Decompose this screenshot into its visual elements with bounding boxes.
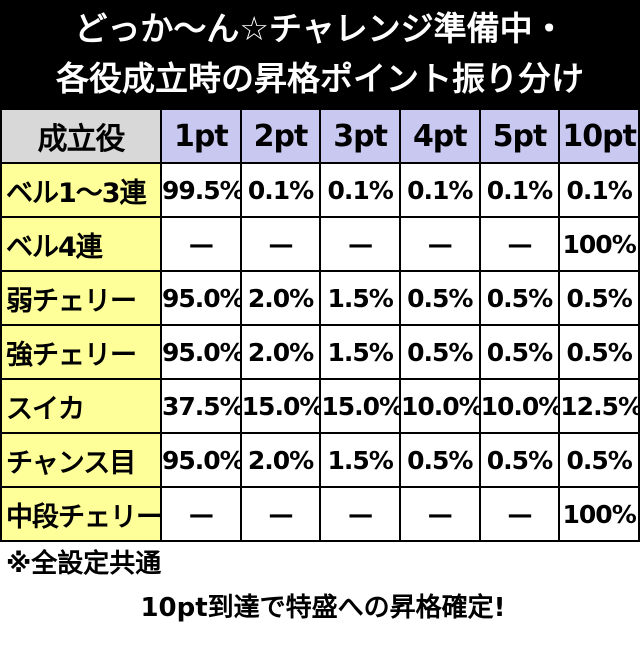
rate-cell: 0.1% [398,162,481,218]
rate-cell: 95.0% [160,432,242,488]
rate-cell: — [239,486,322,542]
rate-cell: 0.1% [239,162,322,218]
role-name: 弱チェリー [0,270,162,326]
rate-cell: 15.0% [319,378,401,434]
rate-cell: 12.5% [558,378,640,434]
rate-cell: 1.5% [319,270,401,326]
rate-cell: 2.0% [239,270,322,326]
rate-cell: — [398,486,481,542]
table-row: 強チェリー 95.0% 2.0% 1.5% 0.5% 0.5% 0.5% [0,324,640,380]
table-row: 弱チェリー 95.0% 2.0% 1.5% 0.5% 0.5% 0.5% [0,270,640,326]
column-header: 3pt [319,108,401,164]
rate-cell: 1.5% [319,324,401,380]
column-header: 1pt [160,108,242,164]
rate-cell: 0.1% [558,162,640,218]
header-row: 成立役 1pt 2pt 3pt 4pt 5pt 10pt [0,108,640,164]
rate-cell: — [319,216,401,272]
title-banner: どっか〜ん☆チャレンジ準備中・ 各役成立時の昇格ポイント振り分け [0,0,640,108]
rate-cell: 10.0% [398,378,481,434]
rate-cell: 99.5% [160,162,242,218]
role-name: スイカ [0,378,162,434]
rate-cell: 95.0% [160,270,242,326]
rate-cell: 0.5% [558,432,640,488]
role-name: チャンス目 [0,432,162,488]
rate-cell: 0.1% [478,162,561,218]
note: ※全設定共通 [6,549,162,579]
rate-cell: 0.1% [319,162,401,218]
rate-cell: 0.5% [478,270,561,326]
rate-cell: — [478,486,561,542]
rate-cell: 0.5% [558,270,640,326]
rate-cell: 0.5% [478,432,561,488]
distribution-table: 成立役 1pt 2pt 3pt 4pt 5pt 10pt ベル1〜3連 99.5% 0.1% 0.… [0,108,640,542]
table-row: チャンス目 95.0% 2.0% 1.5% 0.5% 0.5% 0.5% [0,432,640,488]
rate-cell: — [239,216,322,272]
rate-cell: 100% [558,486,640,542]
title-line: 各役成立時の昇格ポイント振り分け [56,59,584,98]
rate-cell: 15.0% [239,378,322,434]
title-line: どっか〜ん☆チャレンジ準備中・ [74,9,566,48]
rate-cell: — [160,486,242,542]
table-row: 中段チェリー — — — — —100% [0,486,640,542]
note: 10pt到達で特盛への昇格確定! [140,593,506,623]
rate-cell: 95.0% [160,324,242,380]
rate-cell: — [478,216,561,272]
column-header: 5pt [478,108,561,164]
column-header: 4pt [398,108,481,164]
rate-cell: 0.5% [398,324,481,380]
table-row: スイカ 37.5% 15.0% 15.0% 10.0% 10.0% 12.5% [0,378,640,434]
rate-cell: 0.5% [398,270,481,326]
role-name: ベル4連 [0,216,162,272]
rate-cell: 2.0% [239,324,322,380]
column-header: 2pt [239,108,322,164]
column-header: 10pt [558,108,640,164]
rate-cell: 0.5% [398,432,481,488]
role-name: ベル1〜3連 [0,162,162,218]
rate-cell: — [319,486,401,542]
rate-cell: 10.0% [478,378,561,434]
table-row: ベル4連 — — — — —100% [0,216,640,272]
rate-cell: — [398,216,481,272]
rate-cell: 0.5% [478,324,561,380]
table-row: ベル1〜3連 99.5% 0.1% 0.1% 0.1% 0.1% 0.1% [0,162,640,218]
role-name: 強チェリー [0,324,162,380]
rate-cell: — [160,216,242,272]
rate-cell: 0.5% [558,324,640,380]
rate-cell: 100% [558,216,640,272]
rate-cell: 37.5% [160,378,242,434]
column-header: 成立役 [0,108,162,164]
rate-cell: 1.5% [319,432,401,488]
role-name: 中段チェリー [0,486,162,542]
rate-cell: 2.0% [239,432,322,488]
